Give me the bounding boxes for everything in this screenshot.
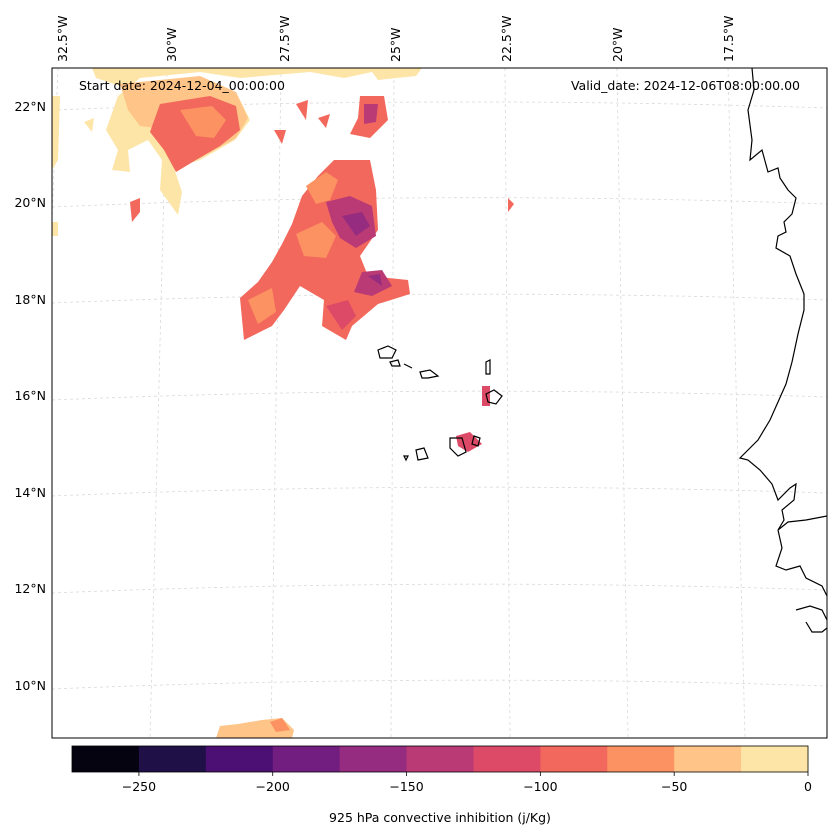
colorbar-swatch [674, 746, 742, 772]
longitude-labels: 32.5°W 30°W 27.5°W 25°W 22.5°W 20°W 17.5… [55, 16, 736, 62]
cin-region-main-orange-3 [248, 288, 276, 324]
cin-region-main-purple-4 [368, 274, 382, 286]
lon-label: 22.5°W [499, 16, 514, 62]
cin-region-top-center-inner [364, 104, 378, 124]
cin-region-top-dot [296, 100, 308, 120]
cin-region-main-low [326, 300, 356, 330]
cin-region-main-orange-1 [306, 172, 338, 204]
colorbar-tick-label: 0 [804, 779, 812, 794]
lon-label: 32.5°W [55, 16, 70, 62]
colorbar-ticks: −250 −200 −150 −100 −50 0 [122, 772, 812, 794]
lat-label: 16°N [14, 388, 46, 403]
cin-region-main-purple-2 [342, 212, 370, 236]
cin-field [52, 68, 514, 738]
lat-label: 14°N [14, 485, 46, 500]
cin-region-bottom-inner [270, 718, 290, 732]
cin-region-left-strip [52, 96, 60, 170]
colorbar-swatch [339, 746, 408, 772]
cin-region-top-dot2 [274, 130, 286, 144]
colorbar-swatch [473, 746, 541, 772]
island-santo-antao [377, 345, 397, 359]
colorbar-swatch [138, 746, 207, 772]
colorbar-frame [71, 745, 809, 773]
valid-date-label: Valid_date: 2024-12-06T08:00:00.00 [571, 78, 800, 93]
cin-region-island-b [456, 432, 482, 452]
colorbar-tick-label: −50 [661, 779, 687, 794]
cin-region-top-dot3 [318, 114, 330, 128]
map-background [52, 68, 827, 738]
island-fogo [415, 447, 429, 461]
lat-label: 22°N [14, 99, 46, 114]
map-frame [51, 67, 828, 739]
lon-label: 25°W [388, 27, 403, 62]
island-sao-vicente [389, 359, 401, 367]
lat-label: 10°N [14, 678, 46, 693]
cin-region-dot-b [84, 118, 94, 132]
lat-label: 18°N [14, 292, 46, 307]
colorbar-swatch [205, 746, 274, 772]
africa-coastline [738, 67, 828, 531]
lon-label: 27.5°W [277, 16, 292, 62]
colorbar-swatch [540, 746, 608, 772]
cin-region-nw-inner [180, 106, 226, 138]
colorbar-label: 925 hPa convective inhibition (j/Kg) [329, 810, 551, 825]
colorbar: −250 −200 −150 −100 −50 0 925 hPa convective … [71, 745, 812, 825]
lon-label: 17.5°W [721, 16, 736, 62]
cin-region-main-orange-2 [296, 222, 336, 258]
colorbar-tick-label: −200 [256, 779, 290, 794]
lon-label: 20°W [610, 27, 625, 62]
cin-region-dot-a [130, 198, 140, 222]
lat-label: 12°N [14, 581, 46, 596]
island-sal [485, 359, 491, 375]
island-boa-vista [485, 389, 503, 405]
colorbar-swatch [406, 746, 474, 772]
start-date-label: Start date: 2024-12-04_00:00:00 [79, 78, 285, 93]
island-brava [403, 455, 409, 462]
cin-region-main-purple-3 [354, 270, 392, 296]
africa-coast-south [775, 529, 828, 633]
colorbar-swatches [72, 746, 809, 772]
colorbar-swatch [272, 746, 341, 772]
lat-label: 20°N [14, 195, 46, 210]
lon-label: 30°W [164, 27, 179, 62]
cin-region-right-dot [508, 198, 514, 212]
colorbar-tick-label: −250 [122, 779, 156, 794]
island-santiago [449, 435, 481, 457]
latitude-labels: 22°N 20°N 18°N 16°N 14°N 12°N 10°N [14, 99, 46, 693]
colorbar-tick-label: −100 [523, 779, 557, 794]
colorbar-swatch [607, 746, 675, 772]
cin-region-left-low [52, 222, 58, 236]
coastlines [377, 67, 828, 633]
colorbar-tick-label: −150 [389, 779, 423, 794]
colorbar-swatch [741, 746, 809, 772]
island-sao-nicolau [403, 363, 440, 379]
colorbar-swatch [72, 746, 140, 772]
